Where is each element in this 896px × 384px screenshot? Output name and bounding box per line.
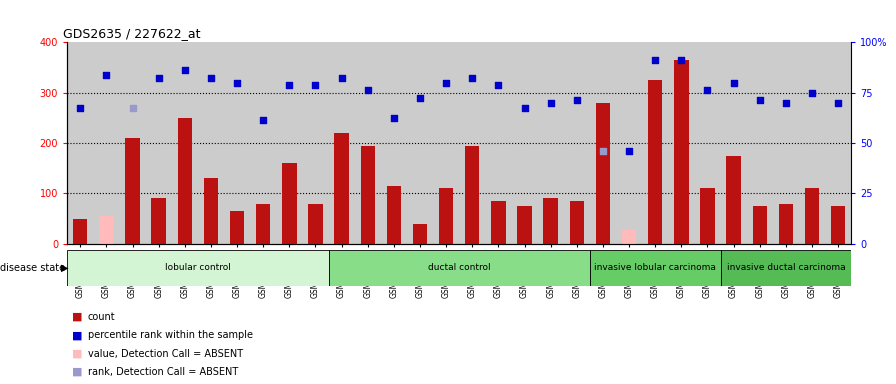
Text: percentile rank within the sample: percentile rank within the sample <box>88 330 253 340</box>
Point <box>282 82 297 88</box>
Text: rank, Detection Call = ABSENT: rank, Detection Call = ABSENT <box>88 367 238 377</box>
Bar <box>256 204 271 244</box>
Text: invasive ductal carcinoma: invasive ductal carcinoma <box>727 263 845 272</box>
Text: ductal control: ductal control <box>428 263 490 272</box>
Bar <box>203 178 218 244</box>
Point <box>831 100 845 106</box>
Bar <box>329 250 590 286</box>
Text: ▶: ▶ <box>61 263 68 273</box>
Point <box>256 117 271 123</box>
Point <box>308 82 323 88</box>
Point <box>230 79 245 86</box>
Point <box>544 100 558 106</box>
Point <box>648 57 662 63</box>
Point <box>177 67 192 73</box>
Point <box>596 147 610 154</box>
Bar <box>387 186 401 244</box>
Bar <box>465 146 479 244</box>
Bar <box>720 250 851 286</box>
Text: ■: ■ <box>72 349 82 359</box>
Point <box>622 147 636 154</box>
Bar <box>125 138 140 244</box>
Bar <box>831 206 845 244</box>
Point <box>674 57 688 63</box>
Bar <box>99 216 114 244</box>
Point <box>413 94 427 101</box>
Bar <box>439 189 453 244</box>
Point <box>73 105 88 111</box>
Bar <box>596 103 610 244</box>
Point <box>334 74 349 81</box>
Bar <box>779 204 793 244</box>
Bar <box>753 206 767 244</box>
Text: GDS2635 / 227622_at: GDS2635 / 227622_at <box>64 26 201 40</box>
Point <box>753 97 767 103</box>
Text: value, Detection Call = ABSENT: value, Detection Call = ABSENT <box>88 349 243 359</box>
Bar <box>805 189 819 244</box>
Bar <box>177 118 192 244</box>
Text: count: count <box>88 312 116 322</box>
Bar <box>413 223 427 244</box>
Text: ■: ■ <box>72 312 82 322</box>
Point <box>99 72 114 78</box>
Bar <box>622 230 636 244</box>
Point <box>517 105 531 111</box>
Point <box>151 74 166 81</box>
Point <box>570 97 584 103</box>
Bar <box>517 206 531 244</box>
Bar <box>282 163 297 244</box>
Bar <box>151 199 166 244</box>
Point <box>387 115 401 121</box>
Bar <box>544 199 558 244</box>
Point <box>465 74 479 81</box>
Bar <box>674 60 688 244</box>
Point <box>360 87 375 93</box>
Bar <box>360 146 375 244</box>
Bar <box>308 204 323 244</box>
Bar <box>570 201 584 244</box>
Point <box>439 79 453 86</box>
Bar <box>590 250 720 286</box>
Bar <box>230 211 245 244</box>
Bar <box>727 156 741 244</box>
Point <box>805 89 819 96</box>
Point <box>491 82 505 88</box>
Text: disease state: disease state <box>0 263 65 273</box>
Bar <box>73 218 88 244</box>
Point <box>203 74 218 81</box>
Bar <box>701 189 715 244</box>
Bar <box>648 80 662 244</box>
Text: invasive lobular carcinoma: invasive lobular carcinoma <box>594 263 716 272</box>
Text: ■: ■ <box>72 367 82 377</box>
Bar <box>491 201 505 244</box>
Text: ■: ■ <box>72 330 82 340</box>
Point <box>701 87 715 93</box>
Point <box>125 105 140 111</box>
Bar <box>67 250 329 286</box>
Text: lobular control: lobular control <box>165 263 231 272</box>
Bar <box>334 133 349 244</box>
Point <box>727 79 741 86</box>
Point <box>779 100 793 106</box>
